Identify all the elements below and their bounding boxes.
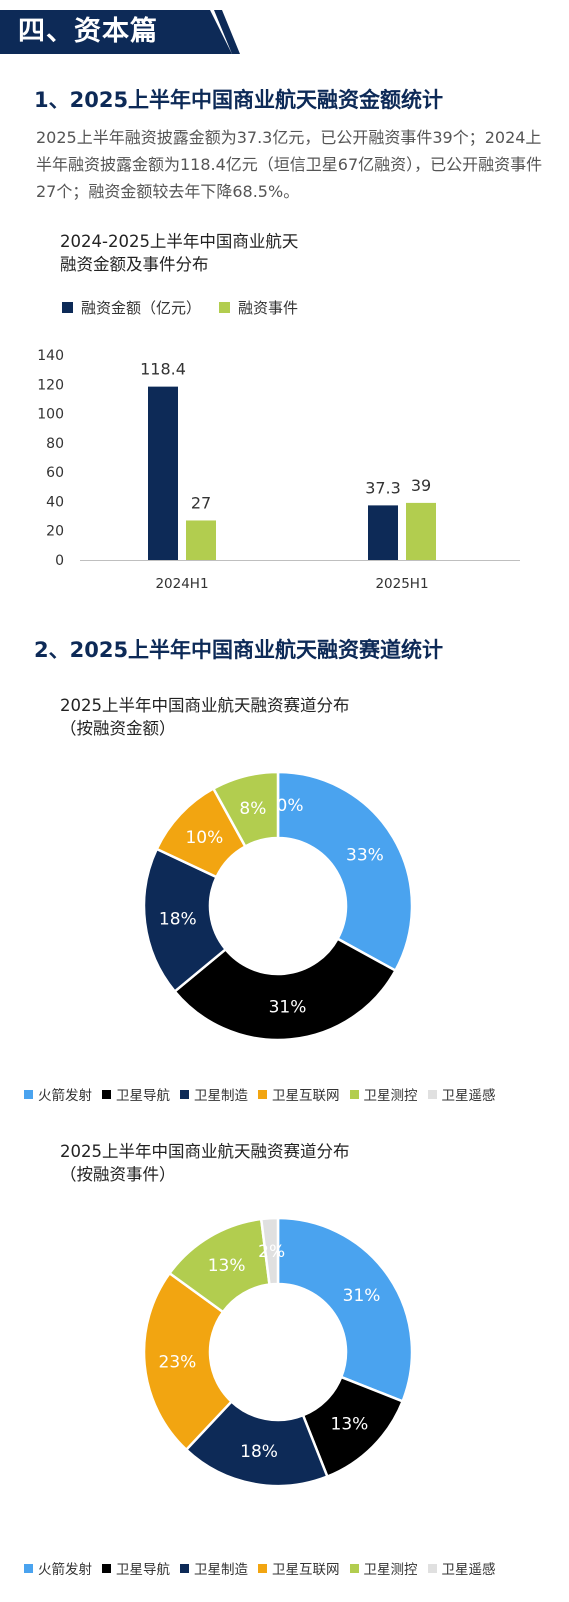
legend-label: 卫星互联网 xyxy=(272,1088,340,1104)
pie-slice-卫星遥感 xyxy=(259,1216,280,1286)
legend-swatch xyxy=(349,1089,359,1099)
pie-slice-label: 8% xyxy=(239,799,266,819)
legend-item-卫星制造: 卫星制造 xyxy=(180,1084,248,1104)
legend-label: 卫星制造 xyxy=(194,1088,248,1104)
pie2-title-line-1: 2025上半年中国商业航天融资赛道分布 xyxy=(60,1142,350,1161)
legend-item-卫星测控: 卫星测控 xyxy=(349,1558,418,1578)
legend-swatch xyxy=(427,1089,437,1099)
legend-item-events: 融资事件 xyxy=(219,297,298,318)
legend-swatch xyxy=(102,1089,111,1099)
y-tick-label: 140 xyxy=(37,348,64,364)
pie-slice-label: 13% xyxy=(331,1414,369,1434)
bar-2024H1-amount xyxy=(148,386,178,560)
bar-chart-title-line-1: 2024-2025上半年中国商业航天 xyxy=(60,232,299,251)
pie-slice-label: 0% xyxy=(277,796,304,816)
bar-data-label: 27 xyxy=(191,493,211,512)
legend-swatch xyxy=(180,1089,189,1099)
pie-slice-label: 31% xyxy=(269,998,307,1018)
pie-slice-火箭发射 xyxy=(276,770,414,973)
legend-item-火箭发射: 火箭发射 xyxy=(24,1084,92,1104)
summary-paragraph: 2025上半年融资披露金额为37.3亿元，已公开融资事件39个；2024上半年融… xyxy=(36,128,543,201)
pie-slice-label: 10% xyxy=(185,828,223,848)
section-title: 四、资本篇 xyxy=(18,16,158,47)
pie1-title: 2025上半年中国商业航天融资赛道分布 （按融资金额） xyxy=(60,694,350,740)
legend-label: 卫星导航 xyxy=(116,1562,170,1578)
section-banner xyxy=(0,10,240,54)
legend-item-卫星互联网: 卫星互联网 xyxy=(258,1558,340,1578)
pie-slice-label: 2% xyxy=(258,1242,285,1262)
y-tick-label: 0 xyxy=(55,553,64,569)
legend-item-卫星测控: 卫星测控 xyxy=(349,1084,418,1104)
legend-item-卫星遥感: 卫星遥感 xyxy=(427,1084,496,1104)
bar-chart-title: 2024-2025上半年中国商业航天 融资金额及事件分布 xyxy=(60,230,298,276)
legend-item-卫星导航: 卫星导航 xyxy=(102,1084,170,1104)
legend-swatch xyxy=(349,1563,359,1573)
bar-2025H1-events xyxy=(406,502,436,560)
pie-slice-卫星测控 xyxy=(211,770,280,849)
legend-label: 卫星遥感 xyxy=(441,1562,496,1578)
track-pie-by-events: 31% 13% 18% 23% 13% 2% xyxy=(142,1216,414,1488)
pie-slice-label: 23% xyxy=(159,1353,197,1373)
pie-slice-卫星导航 xyxy=(172,937,398,1042)
bar-data-label: 39 xyxy=(411,476,431,495)
legend-label: 卫星制造 xyxy=(194,1562,248,1578)
pie-slice-label: 31% xyxy=(343,1286,381,1306)
legend-label: 火箭发射 xyxy=(38,1562,92,1578)
legend-swatch xyxy=(427,1563,437,1573)
bar-chart-title-line-2: 融资金额及事件分布 xyxy=(60,255,209,274)
section-heading-tracks: 2、2025上半年中国商业航天融资赛道统计 xyxy=(34,638,444,662)
y-tick-label: 120 xyxy=(37,377,64,393)
x-tick-label: 2025H1 xyxy=(375,576,428,592)
legend-label: 卫星互联网 xyxy=(272,1562,340,1578)
pie-slice-label: 18% xyxy=(159,910,197,930)
y-tick-label: 100 xyxy=(37,407,64,423)
x-tick-label: 2024H1 xyxy=(155,576,208,592)
legend-swatch xyxy=(258,1089,267,1099)
bar-data-label: 118.4 xyxy=(140,360,186,379)
legend-swatch xyxy=(24,1563,33,1573)
track-pie-by-amount: 33% 31% 18% 10% 8% 0% xyxy=(142,770,414,1042)
legend-label: 卫星测控 xyxy=(363,1562,418,1578)
legend-label: 卫星导航 xyxy=(116,1088,170,1104)
pie2-legend: 火箭发射 卫星导航 卫星制造 卫星互联网 卫星测控 卫星遥感 xyxy=(24,1558,506,1578)
funding-bar-chart: 0 20 40 60 80 100 120 140 118.4 27 2024H1 37.3 39 202… xyxy=(37,348,520,592)
legend-swatch-amount xyxy=(62,302,73,313)
legend-swatch xyxy=(24,1089,33,1099)
bar-data-label: 37.3 xyxy=(365,478,401,497)
bar-2025H1-amount xyxy=(368,505,398,560)
pie2-title-line-2: （按融资事件） xyxy=(60,1165,176,1184)
pie1-title-line-1: 2025上半年中国商业航天融资赛道分布 xyxy=(60,696,350,715)
pie-slice-label: 18% xyxy=(240,1442,278,1462)
legend-swatch xyxy=(258,1563,267,1573)
legend-item-火箭发射: 火箭发射 xyxy=(24,1558,92,1578)
pie2-title: 2025上半年中国商业航天融资赛道分布 （按融资事件） xyxy=(60,1140,350,1186)
pie-slice-label: 13% xyxy=(208,1256,246,1276)
pie-slice-火箭发射 xyxy=(276,1216,414,1403)
pie-slice-卫星互联网 xyxy=(142,1271,234,1452)
bar-2024H1-events xyxy=(186,520,216,560)
section-heading-funding-amount: 1、2025上半年中国商业航天融资金额统计 xyxy=(34,88,444,112)
legend-item-卫星导航: 卫星导航 xyxy=(102,1558,170,1578)
y-tick-label: 60 xyxy=(46,465,64,481)
y-tick-label: 40 xyxy=(46,494,64,510)
legend-label: 卫星遥感 xyxy=(441,1088,496,1104)
pie-slice-label: 33% xyxy=(346,846,384,866)
legend-swatch xyxy=(102,1563,111,1573)
legend-label-amount: 融资金额（亿元） xyxy=(81,299,202,317)
legend-swatch-events xyxy=(219,302,231,313)
legend-label: 火箭发射 xyxy=(38,1088,92,1104)
bar-chart-legend: 融资金额（亿元） 融资事件 xyxy=(62,297,316,318)
legend-swatch xyxy=(180,1563,189,1573)
legend-item-卫星互联网: 卫星互联网 xyxy=(258,1084,340,1104)
pie1-legend: 火箭发射 卫星导航 卫星制造 卫星互联网 卫星测控 卫星遥感 xyxy=(24,1084,506,1104)
pie1-title-line-2: （按融资金额） xyxy=(60,719,176,738)
legend-item-卫星制造: 卫星制造 xyxy=(180,1558,248,1578)
legend-item-amount: 融资金额（亿元） xyxy=(62,297,201,318)
legend-label-events: 融资事件 xyxy=(238,299,299,317)
legend-label: 卫星测控 xyxy=(363,1088,418,1104)
legend-item-卫星遥感: 卫星遥感 xyxy=(427,1558,496,1578)
y-tick-label: 20 xyxy=(46,524,64,540)
y-tick-label: 80 xyxy=(46,436,64,452)
